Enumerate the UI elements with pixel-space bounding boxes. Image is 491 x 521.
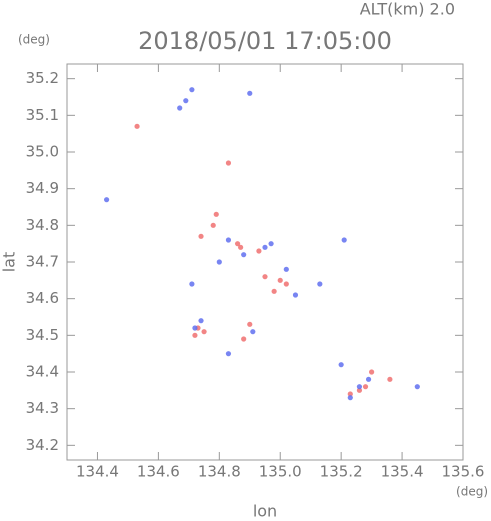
- x-tick-label: 135.6: [442, 463, 485, 481]
- echo-point: [268, 241, 274, 247]
- x-tick-label: 134.4: [76, 463, 119, 481]
- echo-point: [241, 336, 247, 342]
- echo-point: [189, 87, 195, 93]
- x-axis-label: lon: [253, 502, 277, 521]
- echo-point: [192, 332, 198, 338]
- y-tick-label: 34.6: [26, 289, 59, 307]
- x-tick-label: 135.2: [320, 463, 363, 481]
- echo-point: [192, 325, 198, 331]
- echo-point: [369, 369, 375, 375]
- echo-point: [177, 105, 183, 111]
- echo-point: [362, 384, 369, 390]
- echo-point: [283, 266, 289, 272]
- echo-point: [216, 259, 222, 265]
- echo-point: [347, 395, 353, 401]
- echo-point: [104, 197, 110, 203]
- echo-point: [225, 351, 232, 357]
- echo-point: [292, 292, 299, 298]
- echo-point: [317, 281, 323, 287]
- y-tick-label: 34.9: [26, 179, 59, 197]
- echo-point: [262, 274, 268, 280]
- echo-point: [238, 244, 244, 250]
- echo-point: [277, 277, 283, 283]
- x-tick-label: 135.4: [381, 463, 424, 481]
- echo-point: [356, 384, 363, 390]
- y-tick-label: 35.2: [26, 69, 59, 87]
- echo-point: [387, 376, 393, 382]
- y-axis-label: lat: [0, 252, 19, 273]
- chart-title: 2018/05/01 17:05:00: [138, 27, 392, 55]
- y-tick-label: 34.2: [26, 436, 59, 454]
- x-tick-label: 134.6: [137, 463, 180, 481]
- echo-point: [338, 362, 344, 368]
- echo-point: [250, 329, 256, 335]
- chart-subtitle: ALT(km) 2.0: [360, 0, 455, 19]
- y-tick-label: 34.3: [26, 399, 59, 417]
- x-unit: (deg): [456, 485, 488, 499]
- y-tick-label: 34.5: [26, 326, 59, 344]
- plot-frame: [66, 63, 464, 461]
- y-tick-label: 34.7: [26, 253, 59, 271]
- echo-point: [198, 233, 204, 239]
- y-tick-label: 35.0: [26, 143, 59, 161]
- echo-point: [183, 98, 189, 104]
- echo-point: [365, 376, 372, 382]
- echo-point: [414, 384, 420, 390]
- echo-point: [198, 318, 204, 324]
- echo-point: [347, 391, 353, 397]
- echo-point: [262, 244, 268, 250]
- echo-point: [134, 123, 140, 129]
- echo-point: [256, 248, 262, 254]
- echo-point: [341, 237, 347, 243]
- echo-point: [234, 241, 241, 247]
- echo-point: [247, 90, 253, 96]
- y-tick-label: 34.4: [26, 363, 59, 381]
- x-tick-label: 135.0: [259, 463, 302, 481]
- echo-point: [225, 237, 232, 243]
- x-tick-label: 134.8: [198, 463, 241, 481]
- echo-point: [210, 222, 216, 228]
- echo-point: [225, 160, 232, 166]
- echo-point: [271, 288, 277, 294]
- y-unit: (deg): [18, 33, 50, 47]
- echo-point: [213, 211, 219, 217]
- echo-point: [356, 387, 363, 393]
- echo-point: [201, 329, 207, 335]
- echo-point: [247, 321, 253, 327]
- echo-point: [241, 252, 247, 258]
- y-tick-label: 34.8: [26, 216, 59, 234]
- y-tick-label: 35.1: [26, 106, 59, 124]
- echo-point: [189, 281, 195, 287]
- echo-point: [283, 281, 289, 287]
